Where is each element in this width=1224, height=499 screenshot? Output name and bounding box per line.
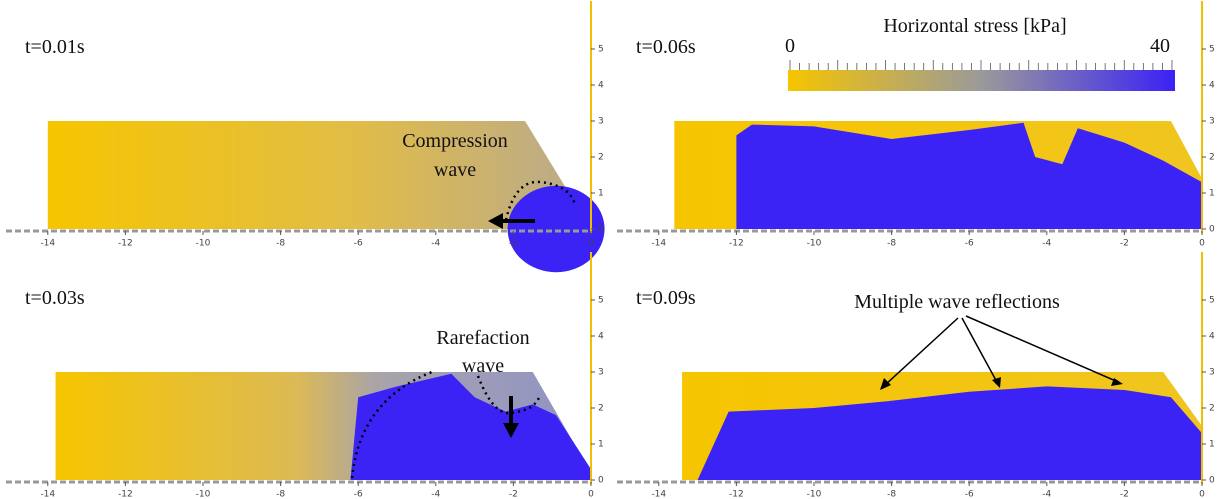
x-tick-label: -8 [887, 239, 896, 249]
x-tick-label: -6 [965, 239, 974, 249]
axes: 0 1 2 3 4 5 -14 -12 -10 -8 -6 -4 -2 0 t=0.01s 0 1 2 3 4 5 -14… [6, 1, 1215, 499]
y-tick-label: 4 [598, 81, 604, 91]
stress-field [736, 122, 1202, 229]
fields [47, 121, 1202, 480]
x-tick-label: -12 [118, 239, 133, 249]
stress-field [47, 121, 592, 229]
y-tick-label: 0 [1209, 225, 1215, 235]
y-tick-label: 4 [1209, 332, 1215, 342]
y-tick-label: 3 [598, 117, 604, 127]
y-tick-label: 1 [1209, 440, 1215, 450]
x-tick-label: 0 [1199, 239, 1205, 249]
x-tick-label: -10 [196, 239, 211, 249]
colorbar-title: Horizontal stress [kPa] [883, 15, 1066, 37]
y-tick-label: 5 [1209, 45, 1215, 55]
annotations: Compression wave Rarefaction wave Multip… [350, 130, 1123, 479]
x-tick-label: -6 [354, 490, 363, 499]
arrow-head [488, 213, 503, 229]
y-tick-label: 3 [1209, 368, 1215, 378]
x-tick-label: -12 [729, 239, 744, 249]
colorbar-gradient [788, 70, 1175, 91]
x-tick-label: -14 [651, 239, 666, 249]
pointer-lines [883, 315, 1119, 387]
x-tick-label: -10 [196, 490, 211, 499]
annotation: wave [434, 159, 476, 181]
x-tick-label: -12 [118, 490, 133, 499]
y-tick-label: 2 [598, 153, 604, 163]
y-tick-label: 3 [598, 368, 604, 378]
panel-label: t=0.06s [636, 36, 696, 58]
y-tick-label: 3 [1209, 117, 1215, 127]
stress-field [507, 185, 605, 273]
panel-label: t=0.03s [25, 287, 85, 309]
arrow-head [503, 423, 519, 438]
x-tick-label: -12 [729, 490, 744, 499]
y-tick-label: 5 [598, 45, 604, 55]
x-tick-label: -8 [887, 490, 896, 499]
y-tick-label: 0 [598, 476, 604, 486]
colorbar-max: 40 [1150, 35, 1170, 57]
y-tick-label: 1 [1209, 189, 1215, 199]
colorbar-min: 0 [785, 35, 795, 57]
annotation: Compression [402, 130, 508, 152]
x-tick-label: 0 [588, 490, 594, 499]
panel-label: t=0.01s [25, 36, 85, 58]
x-tick-label: -6 [965, 490, 974, 499]
y-tick-label: 1 [598, 189, 604, 199]
x-tick-label: -4 [431, 490, 440, 499]
y-tick-label: 1 [598, 440, 604, 450]
annotation: Rarefaction [436, 327, 529, 349]
y-tick-label: 2 [1209, 404, 1215, 414]
y-tick-label: 0 [598, 225, 604, 235]
stress-field [350, 373, 591, 480]
x-tick-label: -2 [1120, 490, 1129, 499]
x-tick-label: -10 [807, 239, 822, 249]
x-tick-label: -4 [1042, 490, 1051, 499]
x-tick-label: -14 [40, 490, 55, 499]
x-tick-label: -8 [276, 239, 285, 249]
panel-label: t=0.09s [636, 287, 696, 309]
colorbar: Horizontal stress [kPa] 0 40 [785, 15, 1175, 91]
x-tick-label: -4 [431, 239, 440, 249]
y-tick-label: 5 [598, 296, 604, 306]
x-tick-label: -2 [1120, 239, 1129, 249]
x-tick-label: -2 [509, 239, 518, 249]
y-tick-label: 0 [1209, 476, 1215, 486]
x-tick-label: -4 [1042, 239, 1051, 249]
x-tick-label: -2 [509, 490, 518, 499]
x-tick-label: -14 [651, 490, 666, 499]
x-tick-label: -10 [807, 490, 822, 499]
x-tick-label: -6 [354, 239, 363, 249]
y-tick-label: 4 [598, 332, 604, 342]
y-tick-label: 4 [1209, 81, 1215, 91]
x-tick-label: 0 [588, 239, 594, 249]
y-tick-label: 5 [1209, 296, 1215, 306]
stress-field [697, 386, 1202, 480]
annotation: Multiple wave reflections [854, 291, 1060, 313]
annotation: wave [462, 355, 504, 377]
x-tick-label: -8 [276, 490, 285, 499]
x-tick-label: -14 [40, 239, 55, 249]
x-tick-label: 0 [1199, 490, 1205, 499]
y-tick-label: 2 [1209, 153, 1215, 163]
y-tick-label: 2 [598, 404, 604, 414]
